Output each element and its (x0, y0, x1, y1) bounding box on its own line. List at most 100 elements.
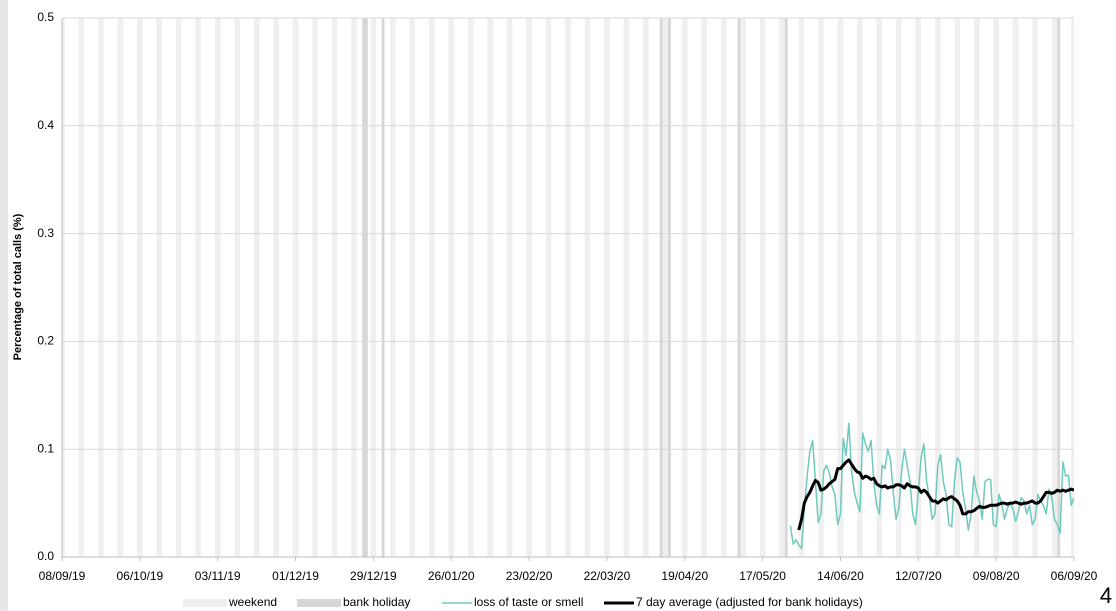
weekend-band (1071, 18, 1074, 557)
bank-holiday-band (365, 18, 368, 557)
weekend-band (626, 18, 630, 557)
page-number: 4 (1100, 583, 1112, 608)
weekend-band (195, 18, 199, 557)
weekend-band (1051, 18, 1055, 557)
weekend-band (568, 18, 571, 557)
weekend-band (1074, 18, 1077, 557)
x-tick-label: 06/10/19 (116, 569, 163, 583)
bank-holiday-band (737, 18, 741, 557)
weekend-band (451, 18, 455, 557)
weekend-band (879, 18, 883, 557)
weekend-band (526, 18, 530, 557)
weekend-band (506, 18, 510, 557)
weekend-band (412, 18, 416, 557)
weekend-band (918, 18, 922, 557)
labels: 0.0 0.1 0.2 0.3 0.4 0.5 08/09/19 06/10/19 03/11/… (37, 10, 1097, 609)
weekend-band (470, 18, 474, 557)
weekend-band (487, 18, 491, 557)
weekend-band (762, 18, 766, 557)
weekend-band (234, 18, 238, 557)
x-tick-label: 22/03/20 (584, 569, 631, 583)
weekend-band (606, 18, 610, 557)
weekend-band (743, 18, 746, 557)
weekend-band (315, 18, 318, 557)
weekend-band (100, 18, 104, 557)
weekend-band (78, 18, 82, 557)
x-tick-label: 09/08/20 (973, 569, 1020, 583)
weekend-band (81, 18, 85, 557)
weekend-band (704, 18, 708, 557)
weekend-band (198, 18, 202, 557)
weekend-band (759, 18, 763, 557)
weekend-band (565, 18, 568, 557)
weekend-band (373, 18, 377, 557)
x-tick-label: 17/05/20 (739, 569, 786, 583)
legend-swatch (183, 599, 227, 607)
weekend-band (857, 18, 860, 557)
weekend-band (1015, 18, 1019, 557)
weekend-band (120, 18, 124, 557)
weekend-band (312, 18, 315, 557)
weekend-band (98, 18, 101, 557)
weekend-band (898, 18, 902, 557)
weekend-band (237, 18, 240, 557)
legend-label: weekend (228, 595, 277, 609)
page-edge (0, 0, 8, 611)
x-tick-label: 03/11/19 (195, 569, 241, 583)
weekend-band (993, 18, 997, 557)
x-tick-label: 23/02/20 (506, 569, 553, 583)
weekend-band (353, 18, 357, 557)
weekend-band (217, 18, 221, 557)
weekend-band (178, 18, 182, 557)
weekend-band (62, 18, 65, 557)
weekend-band (915, 18, 919, 557)
weekend-band (1054, 18, 1058, 557)
grid (61, 17, 1075, 561)
weekend-band (467, 18, 471, 557)
weekend-band (276, 18, 279, 557)
weekend-band (896, 18, 899, 557)
weekend-band (957, 18, 961, 557)
weekend-band (720, 18, 724, 557)
bank-holiday-band (381, 18, 385, 557)
weekend-band (782, 18, 785, 557)
weekend-band (548, 18, 552, 557)
weekend-band (390, 18, 393, 557)
weekend-band (1035, 18, 1038, 557)
series-line (797, 458, 1074, 531)
y-axis-label: Percentage of total calls (%) (12, 213, 24, 360)
y-tick-label: 0.4 (37, 118, 54, 132)
weekend-band (253, 18, 257, 557)
weekend-band (934, 18, 938, 557)
bank-holiday-band (362, 18, 366, 557)
weekend-band (117, 18, 121, 557)
y-tick-label: 0.0 (37, 549, 54, 563)
bank-holiday-band (784, 18, 788, 557)
weekend-band (292, 18, 296, 557)
y-tick-label: 0.2 (37, 334, 54, 348)
weekend-band (798, 18, 802, 557)
weekend-band (448, 18, 452, 557)
weekend-band (331, 18, 335, 557)
y-tick-label: 0.5 (37, 10, 54, 24)
weekend-band (701, 18, 705, 557)
legend-label: bank holiday (343, 595, 410, 609)
weekend-band (876, 18, 880, 557)
weekend-band (645, 18, 649, 557)
weekend-band (723, 18, 727, 557)
bank-holiday-band (659, 18, 663, 557)
weekend-band (159, 18, 163, 557)
y-tick-label: 0.3 (37, 226, 54, 240)
weekend-band (295, 18, 299, 557)
weekend-band (859, 18, 863, 557)
weekend-band (175, 18, 179, 557)
weekend-band (740, 18, 744, 557)
x-tick-label: 12/07/20 (895, 569, 942, 583)
x-tick-label: 19/04/20 (661, 569, 708, 583)
x-tick-label: 06/09/20 (1051, 569, 1098, 583)
weekend-band (643, 18, 646, 557)
weekend-band (821, 18, 824, 557)
bands (62, 18, 1077, 557)
weekend-band (973, 18, 977, 557)
